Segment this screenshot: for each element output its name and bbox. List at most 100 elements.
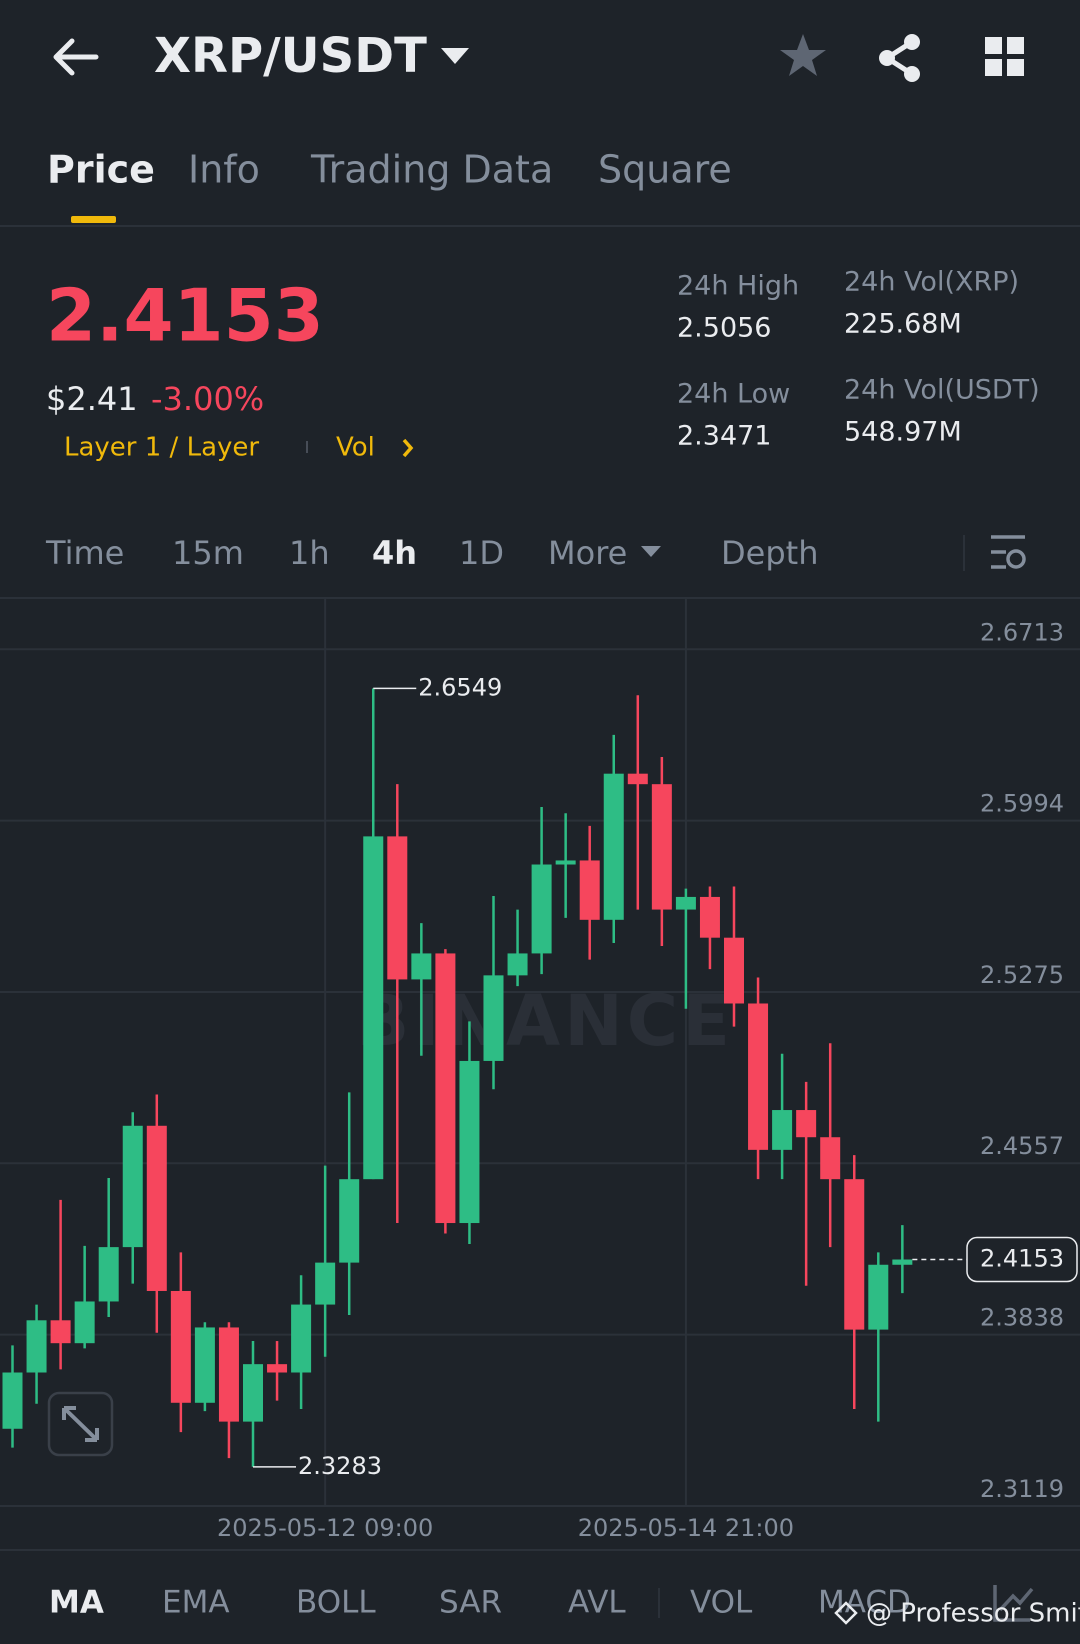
tag-link[interactable]: Layer 1 / Layer: [64, 433, 259, 463]
candle-body: [699, 896, 720, 938]
x-tick-label: 2025-05-12 09:00: [217, 1514, 433, 1542]
interval[interactable]: 15m: [172, 534, 244, 572]
candle-body: [339, 1179, 360, 1263]
low-label: 2.3283: [298, 1452, 382, 1480]
candle-body: [868, 1264, 889, 1330]
credit-logo: [834, 1601, 858, 1625]
y-tick-label: 2.5994: [980, 790, 1064, 818]
candle-body: [146, 1125, 167, 1291]
candle-body: [50, 1320, 71, 1344]
divider: [0, 225, 1080, 227]
vol-chevron[interactable]: [402, 438, 414, 458]
last-price-label: 2.4153: [980, 1245, 1064, 1273]
price-change: -3.00%: [151, 380, 264, 418]
candle-body: [531, 864, 552, 954]
candle-body: [387, 836, 408, 980]
tab[interactable]: Square: [598, 148, 732, 192]
interval[interactable]: Depth: [721, 534, 818, 572]
separator: [963, 535, 965, 571]
interval[interactable]: More: [548, 534, 627, 572]
candle-body: [98, 1247, 119, 1302]
chart-settings-icon[interactable]: [991, 535, 1026, 569]
candle-body: [315, 1262, 336, 1305]
credit: @ Professor Smith: [866, 1599, 1080, 1629]
usd-price: $2.41: [46, 380, 138, 418]
y-tick-label: 2.3838: [980, 1304, 1064, 1332]
candle-body: [724, 937, 744, 1004]
stat-value: 548.97M: [844, 417, 962, 448]
fullscreen-button[interactable]: [47, 1391, 114, 1457]
stat-label: 24h Vol(USDT): [844, 375, 1040, 406]
more-caret[interactable]: [641, 546, 661, 557]
active-tab-indicator: [71, 216, 116, 223]
candle-body: [170, 1290, 191, 1403]
candle-body: [579, 860, 600, 920]
indicator-tab[interactable]: MA: [49, 1585, 104, 1621]
candle-body: [26, 1320, 47, 1373]
stat-value: 225.68M: [844, 309, 962, 340]
candle-body: [243, 1364, 263, 1422]
last-price: 2.4153: [46, 274, 324, 358]
candle-body: [435, 953, 456, 1224]
candle-body: [603, 773, 624, 920]
pair-title[interactable]: XRP/USDT: [154, 28, 427, 84]
tab[interactable]: Info: [188, 148, 260, 192]
back-button[interactable]: [53, 38, 99, 76]
stat-value: 2.3471: [677, 421, 771, 452]
watermark: BINANCE: [356, 980, 734, 1062]
stat-label: 24h High: [677, 271, 799, 302]
candle-body: [122, 1125, 143, 1248]
candle-body: [507, 953, 528, 976]
candle-body: [291, 1304, 312, 1373]
candle-body: [267, 1364, 288, 1373]
indicator-tab[interactable]: SAR: [439, 1585, 502, 1621]
candle-body: [411, 953, 432, 980]
stat-label: 24h Vol(XRP): [844, 267, 1019, 298]
favorite-icon[interactable]: [780, 34, 826, 76]
candle-body: [651, 784, 672, 910]
interval[interactable]: 4h: [372, 534, 417, 572]
candle-body: [555, 860, 576, 865]
divider: [0, 597, 1080, 599]
candle-body: [844, 1179, 865, 1330]
interval[interactable]: 1D: [459, 534, 504, 572]
indicator-tab[interactable]: BOLL: [296, 1585, 376, 1621]
vol-link[interactable]: Vol: [336, 433, 375, 463]
candle-body: [74, 1301, 95, 1344]
indicator-tab[interactable]: AVL: [568, 1585, 626, 1621]
tab[interactable]: Price: [47, 148, 155, 192]
candle-body: [2, 1372, 23, 1429]
last-price-box: [966, 1236, 1078, 1283]
tab[interactable]: Trading Data: [310, 148, 553, 192]
candle-body: [627, 773, 648, 785]
divider: [0, 1549, 1080, 1551]
indicator-tab[interactable]: MACD: [818, 1585, 911, 1621]
candle-body: [459, 1060, 480, 1224]
draw-tool-icon[interactable]: [993, 1585, 1034, 1622]
grid-icon[interactable]: [985, 37, 1024, 76]
indicator-tab[interactable]: VOL: [690, 1585, 753, 1621]
candle-body: [892, 1259, 913, 1265]
x-tick-label: 2025-05-14 21:00: [578, 1514, 794, 1542]
share-icon[interactable]: [879, 34, 920, 82]
candle-body: [194, 1327, 215, 1403]
candlestick-chart: BINANCE 2.6713 2.5994 2.5275 2.4557 2.3838 2.3…: [0, 598, 1080, 1542]
indicator-tab[interactable]: EMA: [162, 1585, 230, 1621]
pair-dropdown[interactable]: [441, 48, 469, 64]
separator: [658, 1588, 660, 1618]
stat-value: 2.5056: [677, 313, 771, 344]
interval[interactable]: 1h: [289, 534, 330, 572]
y-tick-label: 2.4557: [980, 1132, 1064, 1160]
y-tick-label: 2.5275: [980, 961, 1064, 989]
candle-body: [820, 1137, 841, 1180]
candle-body: [772, 1110, 793, 1150]
high-label: 2.6549: [418, 673, 502, 701]
candle-body: [675, 896, 696, 910]
candle-body: [218, 1327, 239, 1422]
y-tick-label: 2.3119: [980, 1475, 1064, 1503]
candle-body: [748, 1003, 769, 1150]
interval[interactable]: Time: [45, 534, 124, 572]
y-tick-label: 2.6713: [980, 618, 1064, 646]
candle-body: [483, 975, 504, 1061]
